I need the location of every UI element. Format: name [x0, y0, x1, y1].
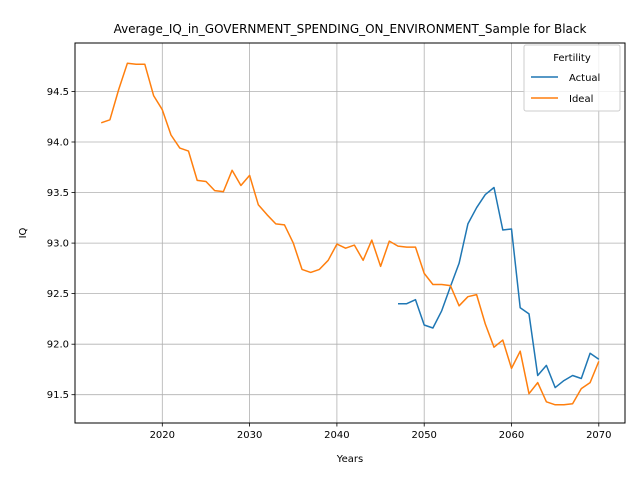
- legend-title: Fertility: [553, 53, 591, 64]
- grid: [75, 43, 625, 423]
- legend: Fertility Actual Ideal: [523, 44, 621, 112]
- x-tick-label: 2070: [586, 430, 611, 441]
- series-line-ideal: [100, 62, 600, 406]
- legend-box: [523, 44, 621, 112]
- y-tick-label: 93.5: [47, 188, 69, 199]
- x-tick-label: 2050: [411, 430, 436, 441]
- legend-entries: Actual Ideal: [531, 73, 600, 105]
- y-tick-label: 93.0: [47, 239, 69, 250]
- y-tick-label: 92.0: [47, 340, 69, 351]
- x-tick-label: 2060: [499, 430, 524, 441]
- x-tick-label: 2040: [324, 430, 349, 441]
- plot-area: [74, 42, 626, 424]
- chart-title: Average_IQ_in_GOVERNMENT_SPENDING_ON_ENV…: [114, 22, 587, 36]
- ticks: 2020 2030 2040 2050 2060 2070 91.5 92.0 92.5 93.0…: [47, 87, 612, 441]
- y-tick-label: 94.5: [47, 87, 69, 98]
- x-tick-label: 2020: [150, 430, 175, 441]
- series-lines: [100, 62, 600, 406]
- y-tick-label: 91.5: [47, 390, 69, 401]
- legend-label-ideal: Ideal: [569, 94, 593, 105]
- legend-label-actual: Actual: [569, 73, 600, 84]
- y-axis-label: IQ: [18, 227, 29, 238]
- x-tick-label: 2030: [237, 430, 262, 441]
- y-tick-label: 92.5: [47, 289, 69, 300]
- x-axis-label: Years: [336, 454, 363, 465]
- series-line-actual: [398, 186, 600, 389]
- y-tick-label: 94.0: [47, 138, 69, 149]
